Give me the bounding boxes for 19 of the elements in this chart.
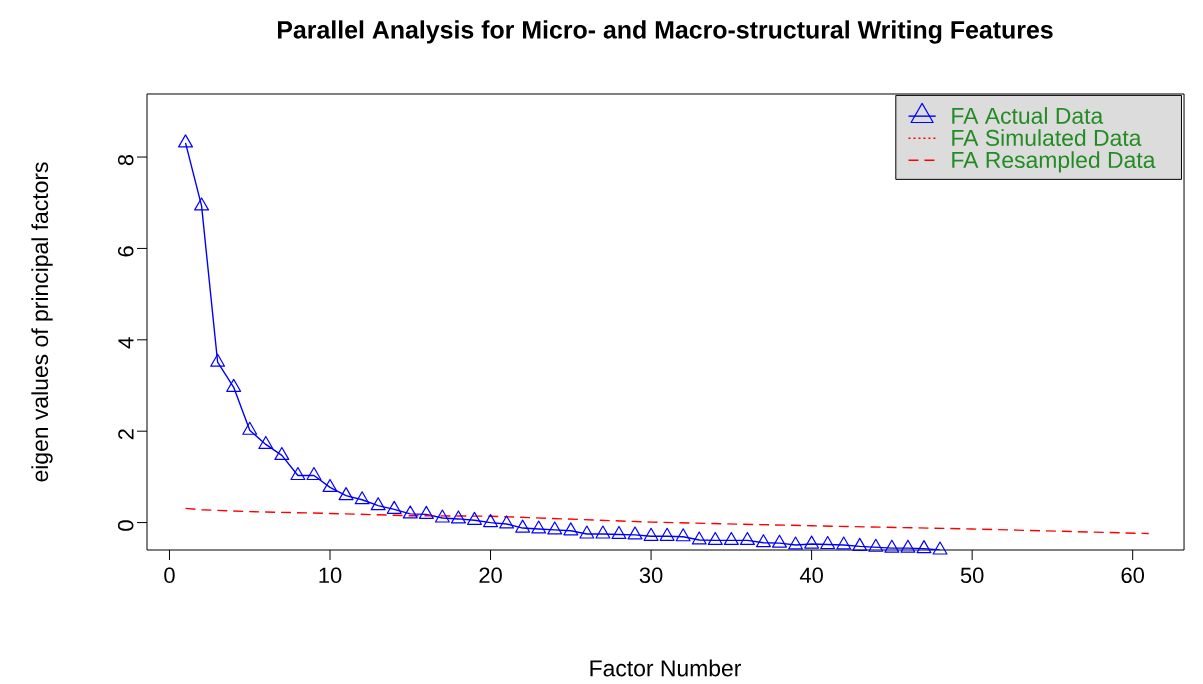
x-tick-label: 10 — [319, 567, 342, 584]
x-tick-label: 60 — [1121, 567, 1144, 584]
chart-title: Parallel Analysis for Micro- and Macro-structural Writing Features — [277, 20, 1053, 44]
y-tick-label: 0 — [117, 520, 134, 531]
legend-label: FA Resampled Data — [952, 151, 1156, 173]
x-tick-label: 40 — [799, 567, 823, 584]
x-tick-label: 50 — [960, 567, 984, 584]
legend-label: FA Simulated Data — [952, 129, 1142, 147]
x-tick-label: 30 — [639, 567, 663, 584]
y-tick-label: 8 — [117, 154, 134, 166]
y-tick-label: 6 — [117, 246, 134, 257]
x-tick-label: 20 — [479, 567, 502, 584]
y-tick-label: 2 — [118, 429, 134, 440]
legend-label: FA Actual Data — [952, 107, 1104, 124]
x-tick-label: 0 — [164, 567, 175, 584]
x-axis-title: Factor Number — [590, 659, 741, 677]
y-axis-title: eigen values of principal factors — [31, 162, 53, 482]
y-tick-label: 4 — [118, 337, 134, 349]
line-series — [184, 507, 1150, 535]
